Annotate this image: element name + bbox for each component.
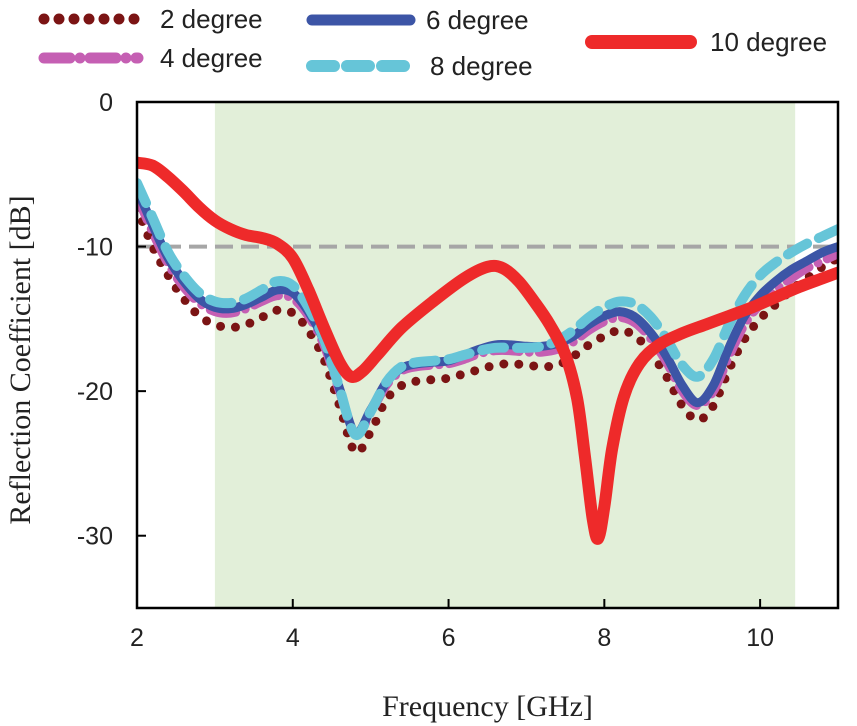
x-tick-label: 10 [746,624,774,652]
plot-area [137,102,838,608]
axes: 2 4 6 8 10 0 -10 -20 -30 [77,89,840,652]
operating-band-shading [214,102,796,608]
legend-label: 6 degree [426,5,529,35]
series-line-2-degree [137,203,838,458]
legend-item-10-degree: 10 degree [585,27,827,57]
x-tick-label: 8 [597,624,611,652]
legend-item-2-degree: 2 degree [38,4,263,34]
legend-item-8-degree: 8 degree [306,51,533,81]
x-tick-label: 2 [130,624,144,652]
series-lines [137,156,838,545]
y-tick-label: -20 [77,378,113,406]
y-axis-label: Reflection Coefficient [dB] [4,195,37,524]
y-tick-label: -10 [77,234,113,262]
x-axis-label: Frequency [GHz] [382,690,593,723]
legend-label: 4 degree [160,43,263,73]
plot-frame [135,100,840,610]
legend-label: 2 degree [160,4,263,34]
series-line-8-degree [137,178,838,440]
series-line-10-degree [137,156,838,545]
y-tick-label: 0 [99,89,113,117]
legend: 2 degree 4 degree 6 degree 8 degree 10 degre… [38,4,827,81]
x-tick-label: 4 [286,624,300,652]
x-tick-label: 6 [442,624,456,652]
y-tick-label: -30 [77,523,113,551]
legend-label: 8 degree [430,51,533,81]
legend-label: 10 degree [710,27,827,57]
legend-item-4-degree: 4 degree [38,43,263,73]
legend-item-6-degree: 6 degree [306,5,529,35]
